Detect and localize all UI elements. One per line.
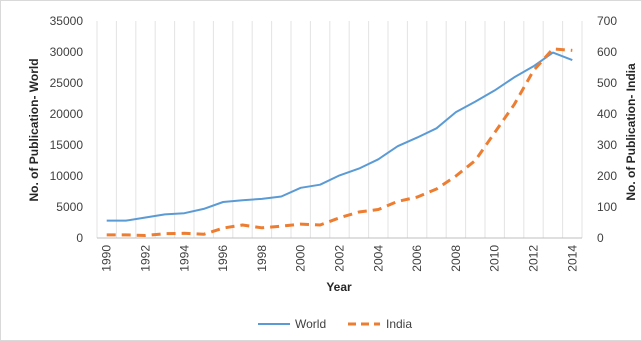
x-tick-label: 2006 bbox=[410, 245, 424, 272]
x-tick-label: 2012 bbox=[527, 245, 541, 272]
series-layer bbox=[106, 47, 573, 237]
right-y-tick-label: 100 bbox=[597, 200, 617, 214]
x-tick-label: 2008 bbox=[449, 245, 463, 272]
x-tick-labels: 1990 1992 1994 1996 1998 2000 2002 2004 2006 2008… bbox=[100, 245, 580, 272]
left-y-tick-labels: 0 5000 10000 15000 20000 25000 30000 35000 bbox=[50, 14, 84, 245]
x-tick-label: 2010 bbox=[488, 245, 502, 272]
x-tick-label: 1994 bbox=[177, 245, 191, 272]
right-y-tick-label: 300 bbox=[597, 138, 617, 152]
right-y-tick-label: 600 bbox=[597, 45, 617, 59]
series-line-world bbox=[106, 51, 573, 222]
left-y-tick-label: 30000 bbox=[50, 45, 84, 59]
legend: World India bbox=[258, 317, 412, 331]
left-y-tick-label: 20000 bbox=[50, 107, 84, 121]
right-y-tick-labels: 0 100 200 300 400 500 600 700 bbox=[597, 14, 617, 245]
x-tick-label: 2000 bbox=[294, 245, 308, 272]
right-y-tick-label: 700 bbox=[597, 14, 617, 28]
x-tick-label: 2014 bbox=[565, 245, 579, 272]
x-axis-title: Year bbox=[326, 280, 352, 294]
x-tick-label: 1998 bbox=[255, 245, 269, 272]
x-tick-label: 2004 bbox=[371, 245, 385, 272]
x-tick-label: 1996 bbox=[216, 245, 230, 272]
x-tick-label: 2002 bbox=[333, 245, 347, 272]
x-tick-label: 1990 bbox=[100, 245, 114, 272]
left-y-axis-title: No. of Publication- World bbox=[27, 58, 41, 201]
right-y-axis-title: No. of Publication- India bbox=[624, 63, 638, 201]
right-y-tick-label: 400 bbox=[597, 107, 617, 121]
right-y-tick-label: 500 bbox=[597, 76, 617, 90]
right-y-tick-label: 200 bbox=[597, 169, 617, 183]
right-y-tick-label: 0 bbox=[597, 231, 604, 245]
x-tick-label: 1992 bbox=[139, 245, 153, 272]
left-y-tick-label: 0 bbox=[76, 231, 83, 245]
vertical-gridlines bbox=[96, 21, 583, 238]
left-y-tick-label: 35000 bbox=[50, 14, 84, 28]
series-line-india bbox=[106, 47, 573, 237]
left-y-tick-label: 15000 bbox=[50, 138, 84, 152]
legend-world-label: World bbox=[295, 317, 326, 331]
left-y-tick-label: 10000 bbox=[50, 169, 84, 183]
left-y-tick-label: 25000 bbox=[50, 76, 84, 90]
legend-india-label: India bbox=[386, 317, 412, 331]
left-y-tick-label: 5000 bbox=[56, 200, 83, 214]
